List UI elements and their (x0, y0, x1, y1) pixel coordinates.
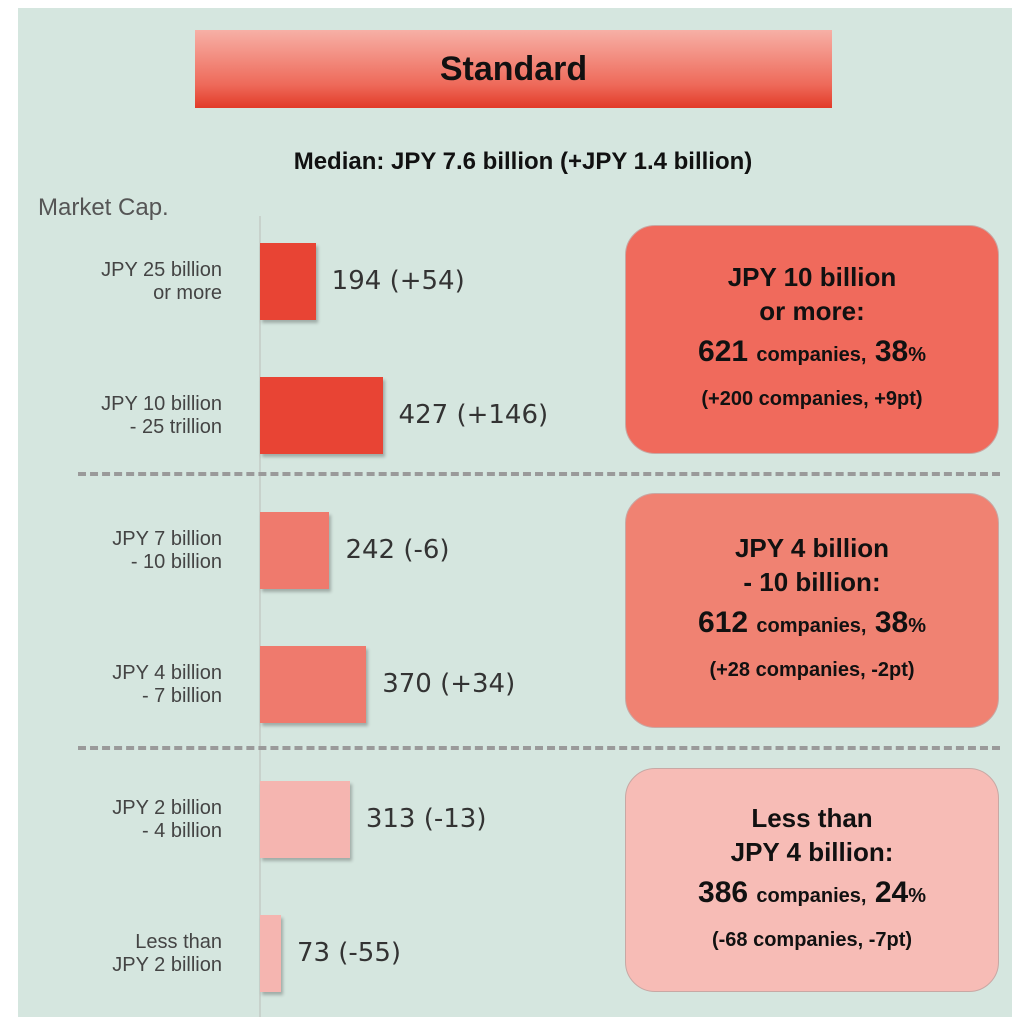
box-count: 612 companies, 38% (698, 599, 926, 650)
share-unit: % (908, 615, 926, 637)
category-label: JPY 10 billion - 25 trillion (101, 392, 222, 438)
summary-box: JPY 10 billion or more: 621 companies, 38… (625, 225, 999, 454)
bar (260, 646, 367, 723)
value-label: 242 (-6) (345, 534, 450, 565)
box-count: 621 companies, 38% (698, 328, 926, 379)
bar (260, 377, 383, 454)
value-label: 194 (+54) (331, 265, 465, 296)
box-change: (+200 companies, +9pt) (701, 388, 923, 410)
bar (260, 915, 281, 992)
axis-label: Market Cap. (38, 194, 169, 221)
box-change: (-68 companies, -7pt) (711, 928, 913, 951)
share-unit: % (908, 884, 926, 907)
count: 621 (698, 335, 749, 368)
count-unit: companies, (756, 344, 867, 366)
bar (260, 243, 316, 320)
value-label: 313 (-13) (365, 803, 487, 834)
summary-box: Less than JPY 4 billion: 386 companies, 2… (625, 768, 999, 992)
category-label: JPY 25 billion or more (101, 258, 222, 304)
box-title: JPY 10 billion or more: (727, 262, 897, 326)
summary-box: JPY 4 billion - 10 billion: 612 companies… (625, 493, 999, 728)
count-unit: companies, (756, 615, 867, 637)
box-title: JPY 4 billion - 10 billion: (734, 533, 890, 597)
divider (78, 746, 1000, 750)
chart: Standard Median: JPY 7.6 billion (+JPY 1… (18, 8, 1012, 1017)
value-label: 427 (+146) (398, 399, 549, 430)
share-unit: % (908, 344, 926, 366)
box-title: Less than JPY 4 billion: (730, 802, 894, 867)
category-label: JPY 4 billion - 7 billion (112, 661, 222, 707)
bar (260, 512, 330, 589)
value-label: 73 (-55) (296, 937, 402, 968)
share: 24 (874, 875, 909, 909)
count-unit: companies, (756, 884, 867, 907)
chart-title: Standard (195, 30, 832, 108)
box-count: 386 companies, 24% (698, 869, 926, 920)
category-label: Less than JPY 2 billion (112, 930, 222, 976)
value-label: 370 (+34) (382, 668, 516, 699)
subtitle: Median: JPY 7.6 billion (+JPY 1.4 billio… (293, 148, 753, 175)
count: 612 (698, 606, 749, 639)
count: 386 (698, 875, 749, 909)
share: 38 (874, 606, 909, 639)
divider (78, 472, 1000, 476)
axis-line (259, 216, 261, 1017)
share: 38 (874, 335, 909, 368)
category-label: JPY 2 billion - 4 billion (112, 796, 222, 842)
category-label: JPY 7 billion - 10 billion (112, 527, 222, 573)
bar (260, 781, 350, 858)
box-change: (+28 companies, -2pt) (709, 659, 915, 681)
